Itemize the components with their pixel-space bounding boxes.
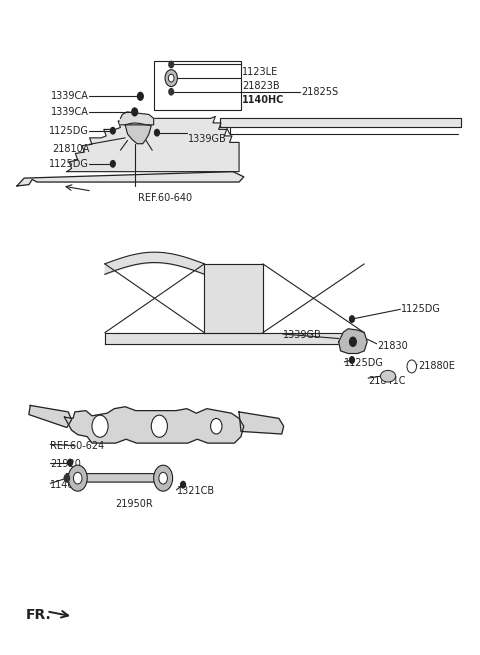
Circle shape bbox=[169, 88, 174, 95]
Circle shape bbox=[68, 459, 72, 466]
Text: 1339CA: 1339CA bbox=[51, 91, 89, 102]
Text: 1125DG: 1125DG bbox=[344, 358, 384, 368]
Polygon shape bbox=[17, 172, 244, 186]
Circle shape bbox=[110, 160, 115, 167]
Polygon shape bbox=[220, 119, 461, 128]
Text: 1140JA: 1140JA bbox=[50, 479, 84, 490]
Polygon shape bbox=[67, 117, 239, 172]
Circle shape bbox=[151, 415, 168, 438]
Circle shape bbox=[73, 472, 82, 484]
Polygon shape bbox=[125, 123, 151, 143]
Circle shape bbox=[211, 419, 222, 434]
Text: 1125DG: 1125DG bbox=[49, 126, 89, 136]
Text: 21810A: 21810A bbox=[52, 144, 89, 154]
Circle shape bbox=[137, 92, 143, 100]
Polygon shape bbox=[239, 412, 284, 434]
Ellipse shape bbox=[381, 370, 396, 382]
Circle shape bbox=[180, 481, 185, 488]
Circle shape bbox=[110, 128, 115, 134]
Text: 1321CB: 1321CB bbox=[178, 486, 216, 496]
FancyBboxPatch shape bbox=[154, 61, 241, 110]
Circle shape bbox=[407, 360, 417, 373]
Text: 1339CA: 1339CA bbox=[51, 107, 89, 117]
Circle shape bbox=[168, 74, 174, 82]
Circle shape bbox=[68, 465, 87, 491]
Text: 21920: 21920 bbox=[50, 459, 81, 469]
Text: REF.60-624: REF.60-624 bbox=[50, 441, 105, 451]
Circle shape bbox=[159, 472, 168, 484]
Circle shape bbox=[169, 62, 174, 67]
Polygon shape bbox=[29, 405, 72, 428]
Circle shape bbox=[154, 465, 173, 491]
Text: 1339GB: 1339GB bbox=[188, 134, 227, 144]
Text: 1339GB: 1339GB bbox=[283, 330, 322, 341]
Text: 21830: 21830 bbox=[378, 341, 408, 350]
Text: 1140HC: 1140HC bbox=[242, 94, 285, 105]
Text: FR.: FR. bbox=[25, 608, 51, 622]
Text: 1125DG: 1125DG bbox=[49, 159, 89, 169]
Text: 21825S: 21825S bbox=[301, 87, 339, 98]
Text: 21950R: 21950R bbox=[116, 499, 154, 509]
Circle shape bbox=[165, 69, 178, 86]
Text: 1125DG: 1125DG bbox=[401, 305, 441, 314]
Polygon shape bbox=[64, 407, 244, 443]
Polygon shape bbox=[67, 474, 170, 482]
Circle shape bbox=[349, 357, 354, 364]
Circle shape bbox=[349, 316, 354, 322]
Circle shape bbox=[64, 474, 70, 482]
Polygon shape bbox=[120, 112, 154, 125]
Polygon shape bbox=[204, 264, 263, 333]
Polygon shape bbox=[105, 333, 364, 344]
Text: 21880E: 21880E bbox=[418, 362, 455, 371]
Circle shape bbox=[155, 130, 159, 136]
Text: 21823B: 21823B bbox=[242, 81, 280, 91]
Text: 1123LE: 1123LE bbox=[242, 67, 278, 77]
Circle shape bbox=[132, 108, 137, 116]
Circle shape bbox=[92, 415, 108, 438]
Polygon shape bbox=[339, 329, 367, 354]
Circle shape bbox=[349, 337, 356, 346]
Text: 21841C: 21841C bbox=[368, 376, 406, 386]
Text: REF.60-640: REF.60-640 bbox=[138, 193, 192, 202]
